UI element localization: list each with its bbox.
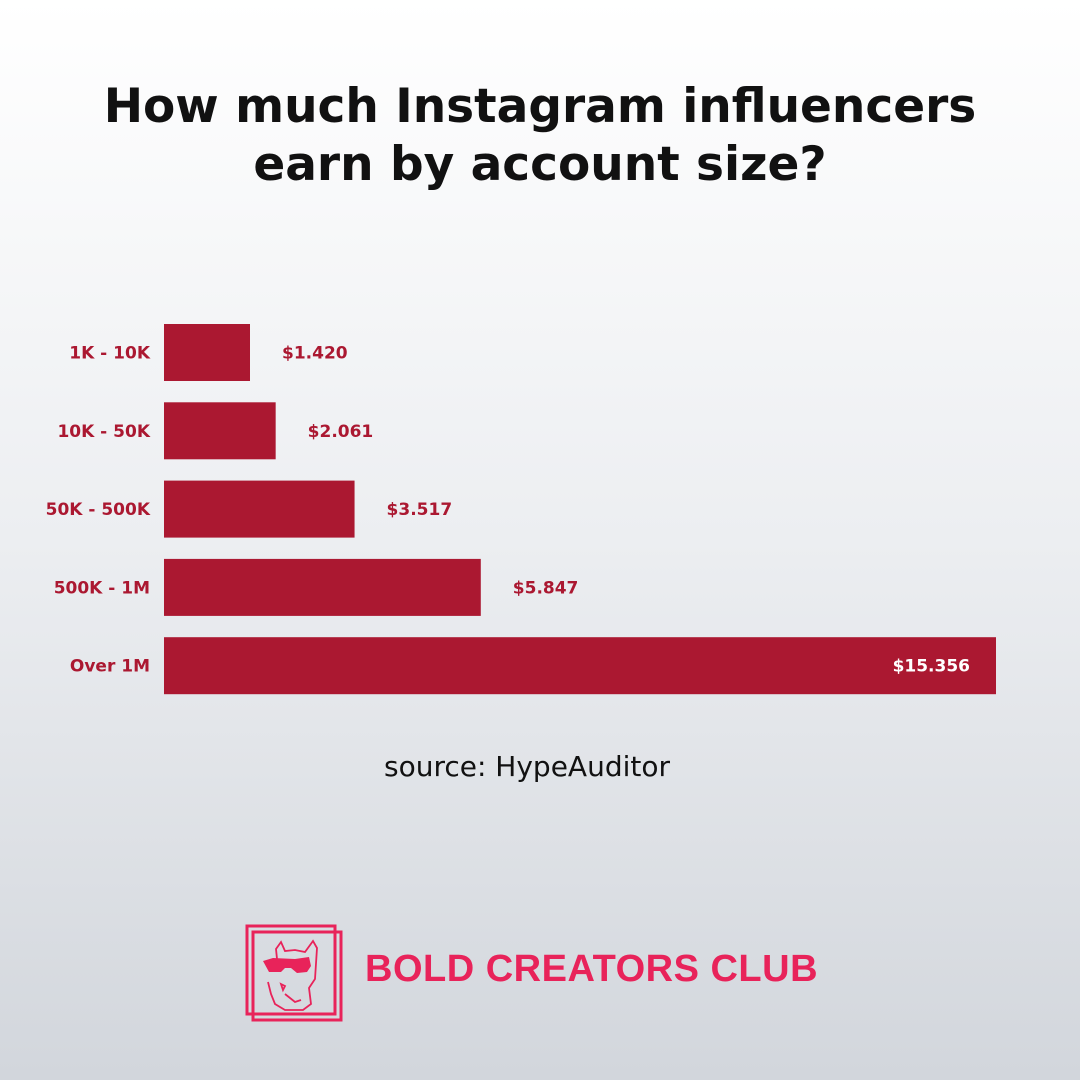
chart-title: How much Instagram influencers earn by a… [0,78,1080,194]
bar [164,402,276,460]
category-label: 50K - 500K [46,500,151,520]
category-label: 10K - 50K [57,422,150,442]
data-label: $3.517 [387,500,453,520]
bulldog-sunglasses-icon [245,924,343,1022]
source-note: source: HypeAuditor [383,750,670,783]
category-label: 1K - 10K [69,344,151,364]
bar [164,480,355,538]
data-label: $2.061 [308,422,374,442]
brand-name: BOLD CREATORS CLUB [365,948,819,990]
bar [164,324,250,381]
data-label: $15.356 [893,657,970,677]
bar-chart: 1K - 10K $1.420 10K - 50K $2.061 50K - 500K $… [46,324,996,695]
category-label: Over 1M [70,657,150,677]
data-label: $5.847 [513,578,579,598]
bar [164,558,481,616]
category-label: 500K - 1M [54,578,150,598]
bar [164,637,996,695]
data-label: $1.420 [282,344,348,364]
title-line-2: earn by account size? [253,137,827,192]
title-line-1: How much Instagram influencers [103,79,977,134]
